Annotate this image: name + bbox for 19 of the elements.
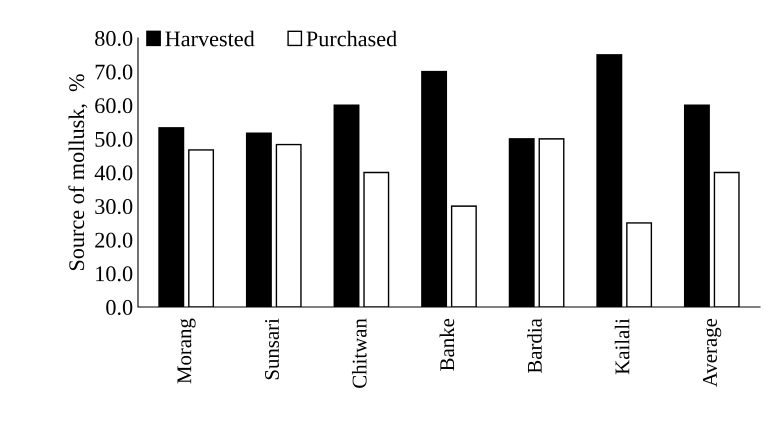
y-tick-label: 0.0 [106,300,132,316]
x-tick-label: Sunsari [265,318,280,380]
x-tick-label: Morang [177,318,196,384]
y-tick-label: 20.0 [95,232,132,248]
legend-label: Harvested [165,30,254,46]
y-tick-label: 10.0 [96,266,132,282]
y-tick-label: 30.0 [95,199,132,214]
x-tick-label: Kailali [614,318,630,374]
x-tick-label: Bardia [527,318,542,374]
legend-label: Purchased [306,30,397,46]
y-tick-label: 80.0 [95,30,132,46]
x-tick-label: Banke [440,318,454,371]
y-tick-label: 50.0 [96,132,132,147]
y-tick-label: 60.0 [95,98,132,114]
y-tick-label: 70.0 [96,64,132,80]
x-tick-label: Average [703,318,722,387]
y-tick-label: 40.0 [94,165,132,181]
x-tick-label: Chitwan [352,318,367,388]
y-axis-title: Source of mollusk, % [68,74,88,270]
